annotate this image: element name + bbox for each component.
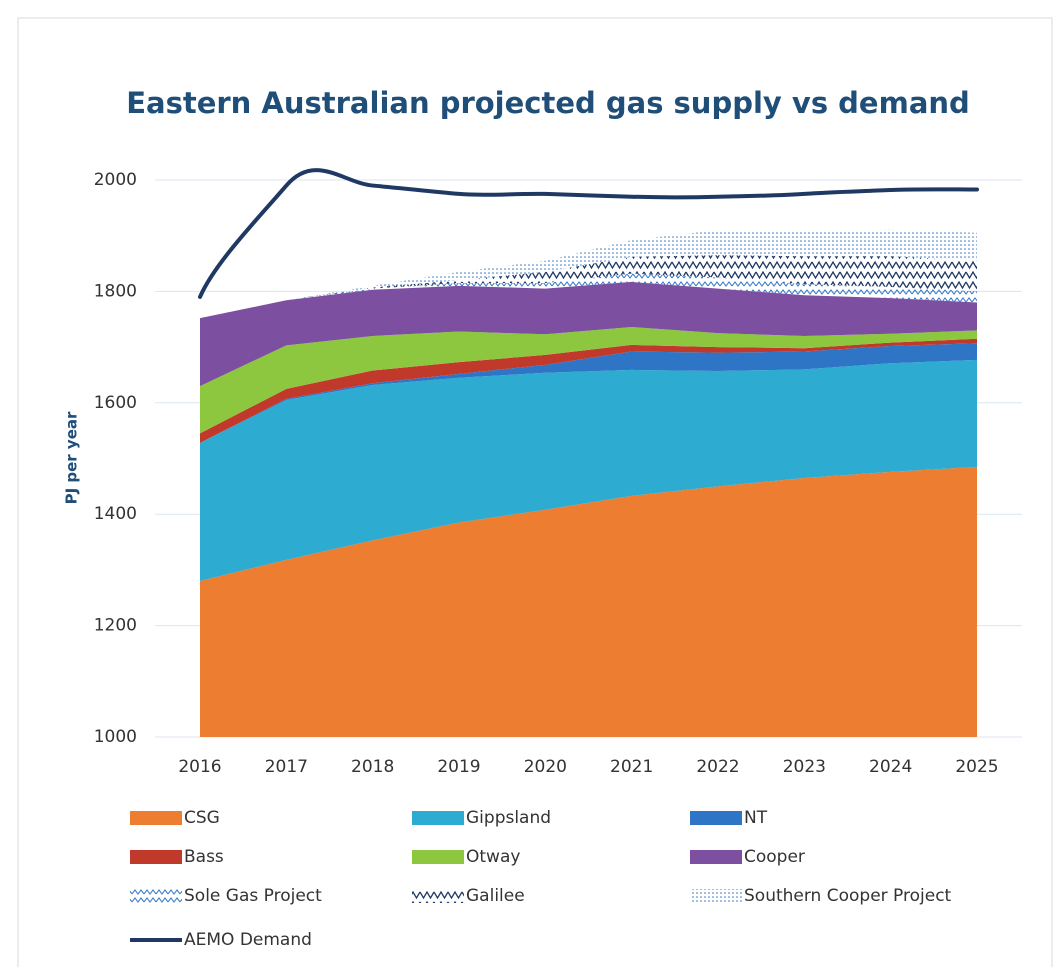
legend-label: CSG xyxy=(184,808,220,828)
legend-swatch xyxy=(690,850,742,864)
y-axis-label: PJ per year xyxy=(63,411,81,504)
area xyxy=(200,466,977,737)
legend-swatch xyxy=(412,889,464,903)
legend-label: NT xyxy=(744,808,768,828)
area xyxy=(200,327,977,434)
y-tick-label: 1200 xyxy=(94,616,137,636)
x-tick-label: 2018 xyxy=(351,757,394,777)
y-tick-label: 1400 xyxy=(94,504,137,524)
y-tick-label: 1600 xyxy=(94,393,137,413)
legend-label: Cooper xyxy=(744,847,805,867)
x-tick-label: 2021 xyxy=(610,757,653,777)
area xyxy=(200,273,977,319)
legend-label: Gippsland xyxy=(466,808,551,828)
x-tick-label: 2023 xyxy=(783,757,826,777)
chart-border xyxy=(17,17,1053,971)
chart-title: Eastern Australian projected gas supply … xyxy=(126,86,970,120)
x-tick-label: 2024 xyxy=(869,757,912,777)
area xyxy=(200,343,977,443)
x-tick-label: 2017 xyxy=(265,757,308,777)
legend-swatch xyxy=(130,889,182,903)
area xyxy=(200,281,977,387)
plot-area xyxy=(200,229,977,737)
legend-label: Otway xyxy=(466,847,520,867)
x-tick-label: 2022 xyxy=(696,757,739,777)
area xyxy=(200,359,977,582)
x-tick-label: 2016 xyxy=(178,757,221,777)
demand-line xyxy=(198,168,979,299)
legend-label: Galilee xyxy=(466,886,525,906)
legend-label: AEMO Demand xyxy=(184,930,312,950)
legend-label: Southern Cooper Project xyxy=(744,886,952,906)
x-tick-label: 2020 xyxy=(524,757,567,777)
y-tick-label: 1000 xyxy=(94,727,137,747)
area xyxy=(200,255,977,319)
legend-swatch xyxy=(412,811,464,825)
legend-label: Sole Gas Project xyxy=(184,886,322,906)
x-tick-label: 2025 xyxy=(955,757,998,777)
legend-swatch xyxy=(690,811,742,825)
y-tick-label: 2000 xyxy=(94,170,137,190)
legend-swatch xyxy=(130,850,182,864)
y-tick-label: 1800 xyxy=(94,281,137,301)
legend-label: Bass xyxy=(184,847,224,867)
legend-swatch xyxy=(130,811,182,825)
area xyxy=(200,229,977,319)
x-tick-label: 2019 xyxy=(437,757,480,777)
legend-swatch xyxy=(412,850,464,864)
legend-swatch xyxy=(690,889,742,903)
